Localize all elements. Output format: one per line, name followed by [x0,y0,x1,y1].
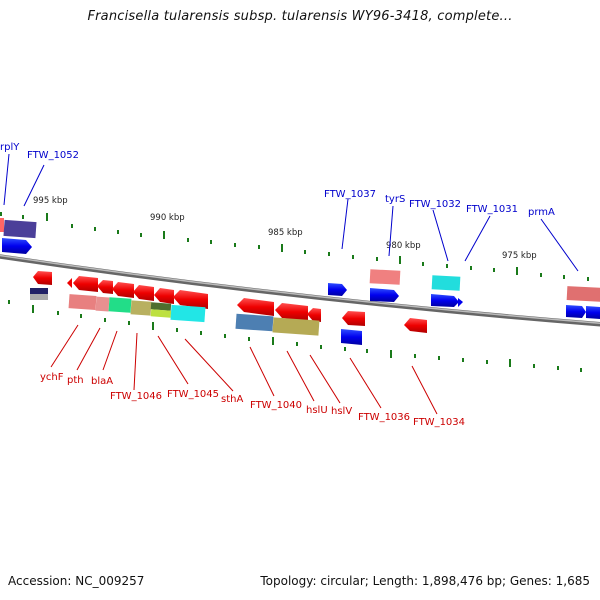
gene-label: FTW_1045 [167,389,219,400]
gene-label: rplY [0,142,20,153]
gene-block [272,317,320,336]
gene-label: ychF [40,372,64,383]
gene-label: blaA [91,376,113,387]
gene-label: FTW_1046 [110,391,162,402]
gene-arrow [275,303,308,321]
gene-arrow [237,298,274,316]
scale-label: 995 kbp [33,196,68,206]
topology-text: Topology: circular; Length: 1,898,476 bp… [260,574,590,588]
gene-arrow [586,306,600,319]
map-title: Francisella tularensis subsp. tularensis… [87,9,513,24]
reverse-leaders [50,324,438,415]
gene-label: FTW_1040 [250,400,302,411]
gene-block [30,294,48,300]
forward-leaders [3,153,579,272]
genome-backbone [0,254,600,327]
inner-scale-ticks [8,300,582,372]
gene-arrow [566,305,586,318]
gene-label: hslV [331,406,352,417]
gene-block [130,300,152,316]
gene-arrow [133,285,154,301]
gene-block [30,288,48,294]
gene-arrow [328,283,347,296]
gene-label: pth [67,375,84,386]
gene-arrow [154,288,174,304]
gene-label: FTW_1052 [27,150,79,161]
gene-arrow [342,311,365,326]
gene-arrow [112,282,134,298]
scale-label: 990 kbp [150,213,185,223]
scale-label: 985 kbp [268,228,303,238]
gene-label: sthA [221,394,243,405]
gene-arrow [33,271,52,285]
reverse-genes [33,271,427,345]
scale-label: 975 kbp [502,251,537,261]
gene-block [150,309,172,318]
accession-text: Accession: NC_009257 [8,574,145,588]
scale-label: 980 kbp [386,241,421,251]
gene-label: prmA [528,207,555,218]
forward-genes [0,218,600,319]
gene-arrow [431,294,459,307]
gene-block [431,275,461,291]
gene-block [170,304,206,323]
gene-block [68,294,97,310]
gene-label: FTW_1031 [466,204,518,215]
outer-scale-ticks [0,212,589,281]
gene-arrow [458,298,463,307]
gene-block [3,219,37,239]
gene-arrow [307,308,321,322]
gene-block [108,297,132,313]
gene-label: tyrS [385,194,405,205]
gene-block [0,218,4,232]
gene-label: hslU [306,405,328,416]
gene-block [235,313,274,332]
gene-label: FTW_1034 [413,417,465,428]
gene-block [369,269,401,285]
gene-block [150,302,172,311]
gene-arrow [173,290,208,309]
gene-arrow [370,288,399,302]
gene-arrow [341,329,362,345]
gene-arrow [404,318,427,333]
gene-block [95,296,110,312]
gene-arrow [67,278,72,288]
gene-block [566,286,600,302]
gene-arrow [97,280,113,294]
gene-label: FTW_1036 [358,412,410,423]
gene-label: FTW_1032 [409,199,461,210]
gene-arrow [73,276,98,292]
gene-arrow [2,238,32,254]
gene-label: FTW_1037 [324,189,376,200]
